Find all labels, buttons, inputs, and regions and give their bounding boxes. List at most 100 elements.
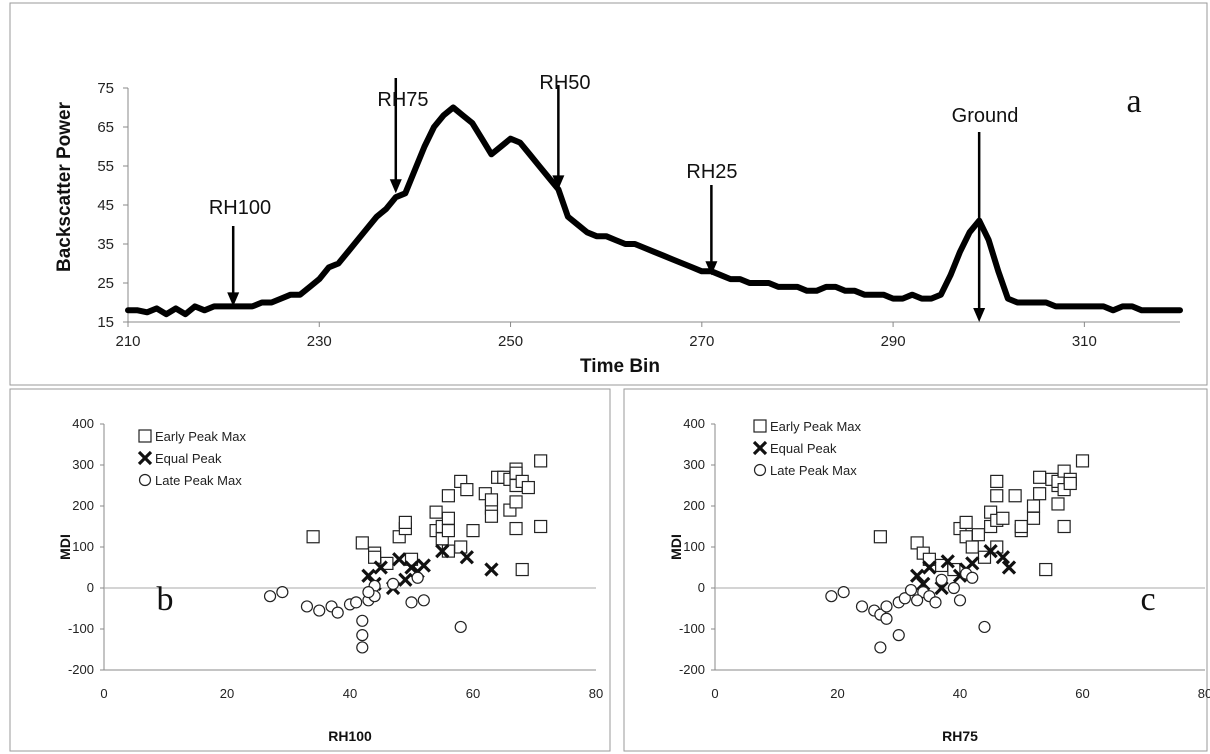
panel-c: -200 -100 0 100 200 300 400 0 20 40 60 80 RH75 MDI Ear… — [668, 416, 1210, 744]
legend-label: Early Peak Max — [770, 419, 862, 434]
y-tick-label: 15 — [97, 314, 114, 331]
point-square — [466, 523, 480, 538]
y-tick-label: 55 — [97, 158, 114, 175]
x-tick-label: 310 — [1072, 333, 1097, 350]
point-square — [484, 493, 499, 507]
x-marker-stroke — [484, 562, 499, 577]
x-tick-label: 210 — [115, 333, 140, 350]
point-x — [398, 572, 413, 587]
point-square — [454, 540, 468, 554]
x-tick-label: 80 — [589, 686, 603, 701]
x-marker-stroke — [398, 572, 413, 587]
x-marker-stroke — [965, 556, 980, 571]
x-marker-stroke — [137, 450, 153, 466]
x-tick-label: 20 — [830, 686, 844, 701]
point-circle — [837, 585, 850, 599]
x-tick-label: 290 — [881, 333, 906, 350]
point-square — [521, 480, 535, 495]
x-axis-title: RH75 — [942, 728, 978, 744]
point-circle — [904, 583, 918, 597]
point-square — [1026, 499, 1041, 513]
point-square — [398, 515, 412, 530]
point-circle — [825, 590, 838, 603]
point-circle — [929, 596, 942, 609]
panel-frame-b — [9, 388, 611, 752]
point-x — [484, 562, 499, 577]
y-axis-title: MDI — [668, 534, 684, 560]
point-circle — [331, 606, 344, 619]
x-tick-label: 230 — [307, 333, 332, 350]
legend-marker-square — [753, 419, 767, 433]
y-tick-label: -200 — [68, 662, 94, 677]
panel-letter: a — [1126, 83, 1141, 120]
legend-marker-circle — [753, 463, 767, 477]
point-circle — [880, 600, 893, 613]
point-x — [459, 550, 474, 565]
annotation-label-rh25: RH25 — [686, 161, 737, 183]
y-tick-label: 65 — [97, 119, 114, 136]
x-marker-stroke — [1001, 560, 1017, 575]
y-tick-label: 300 — [683, 457, 705, 472]
backscatter-line — [125, 104, 1183, 318]
y-tick-label: -200 — [679, 662, 705, 677]
annotation-label-rh75: RH75 — [377, 89, 428, 111]
point-square — [990, 489, 1004, 503]
y-tick-label: 200 — [683, 498, 705, 513]
legend-marker-x — [137, 450, 153, 466]
point-square — [965, 540, 979, 554]
x-tick-label: 60 — [466, 686, 480, 701]
point-x — [373, 560, 388, 575]
point-x — [922, 560, 937, 575]
point-square — [441, 489, 455, 503]
point-square — [460, 483, 474, 497]
x-tick-label: 270 — [689, 333, 714, 350]
point-square — [873, 530, 887, 544]
x-marker-stroke — [983, 543, 998, 559]
point-circle — [405, 596, 418, 609]
y-tick-label: 100 — [72, 539, 94, 554]
point-circle — [892, 629, 905, 642]
x-marker-stroke — [922, 560, 937, 575]
point-circle — [855, 600, 869, 613]
point-square — [1014, 519, 1028, 534]
y-tick-label: 75 — [97, 80, 114, 97]
point-circle — [362, 585, 375, 599]
panel-letter: c — [1140, 581, 1155, 618]
point-x — [965, 556, 980, 571]
point-square — [441, 523, 455, 538]
point-square — [429, 505, 443, 519]
x-tick-label: 0 — [100, 686, 107, 701]
point-circle — [411, 571, 424, 584]
y-tick-label: 400 — [72, 416, 94, 431]
point-circle — [313, 604, 326, 617]
annotation-arrowhead — [389, 179, 402, 194]
point-square — [515, 562, 529, 577]
point-square — [1051, 497, 1065, 511]
point-square — [509, 495, 523, 509]
point-circle — [276, 585, 289, 599]
point-circle — [454, 620, 467, 634]
point-x — [940, 554, 955, 569]
point-square — [484, 509, 499, 523]
point-square — [534, 454, 548, 468]
panel-frame-c — [623, 388, 1208, 752]
point-square — [441, 511, 455, 525]
annotation-label-rh100: RH100 — [209, 197, 271, 219]
point-square — [1075, 454, 1090, 468]
point-square — [1033, 487, 1047, 501]
annotation-arrowhead — [227, 292, 240, 307]
point-circle — [263, 590, 277, 603]
point-x — [392, 552, 407, 567]
annotation-label-rh50: RH50 — [539, 72, 590, 94]
x-marker-stroke — [995, 550, 1011, 565]
point-square — [1039, 562, 1053, 577]
annotation-arrowhead — [973, 308, 986, 322]
legend-label: Late Peak Max — [155, 473, 242, 488]
y-tick-label: 45 — [97, 197, 114, 214]
point-circle — [947, 581, 960, 595]
point-x — [1001, 560, 1017, 575]
legend-label: Late Peak Max — [770, 463, 857, 478]
legend-marker-x — [752, 440, 768, 456]
panel-a: 15 25 35 45 55 65 75 210 230 250 270 290 310 Time Bin… — [54, 72, 1183, 377]
legend-label: Early Peak Max — [155, 429, 247, 444]
